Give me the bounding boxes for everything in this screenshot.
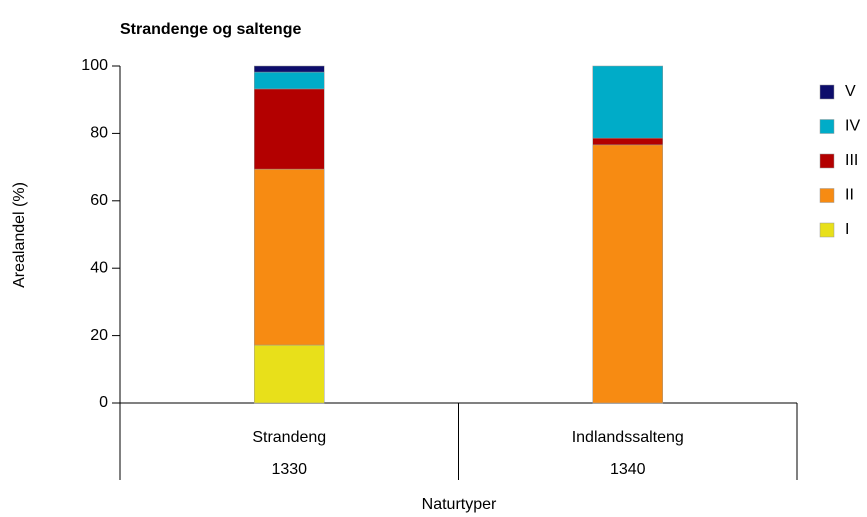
bar-segment: [254, 344, 325, 404]
x-tick-label: Indlandssalteng: [572, 429, 684, 446]
x-tick-label: Strandeng: [252, 429, 326, 446]
legend-label: IV: [845, 118, 860, 135]
legend-swatch: [819, 188, 835, 203]
legend-swatch: [819, 153, 835, 169]
y-tick-label: 60: [90, 192, 108, 209]
y-tick-label: 20: [90, 327, 108, 344]
legend-label: II: [845, 187, 854, 204]
x-tick-code: 1330: [271, 461, 307, 478]
bar-segment: [254, 88, 325, 170]
legend-label: III: [845, 152, 858, 169]
legend-swatch: [819, 119, 835, 134]
y-axis-label: Arealandel (%): [11, 182, 28, 288]
bar-segment: [592, 137, 663, 146]
x-tick-code: 1340: [610, 461, 646, 478]
legend-label: V: [845, 83, 856, 100]
legend-swatch: [819, 84, 835, 100]
y-tick-label: 80: [90, 125, 108, 142]
y-tick-label: 0: [99, 394, 108, 411]
bar-segment: [254, 71, 325, 90]
legend-label: I: [845, 221, 849, 238]
y-tick-label: 100: [81, 57, 108, 74]
bar-segment: [592, 65, 663, 139]
bar-segment: [592, 144, 663, 404]
bar-segment: [254, 65, 325, 73]
x-axis-label: Naturtyper: [422, 496, 497, 513]
legend-swatch: [819, 222, 835, 238]
y-tick-label: 40: [90, 259, 108, 276]
chart-title: Strandenge og saltenge: [120, 21, 301, 38]
bar-segment: [254, 168, 325, 346]
